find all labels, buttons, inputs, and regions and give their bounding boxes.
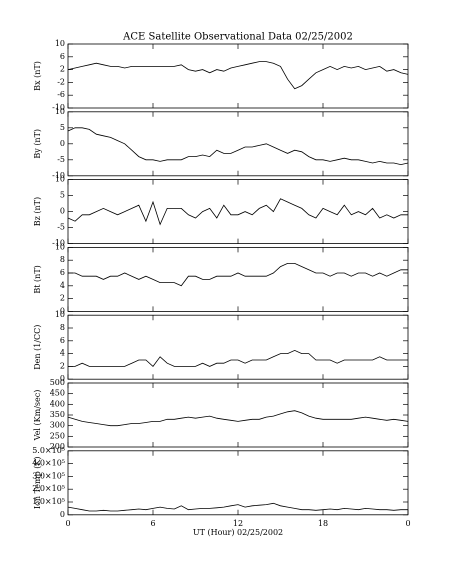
data-line <box>67 198 408 226</box>
panel-frame <box>67 314 409 380</box>
data-line <box>67 410 409 427</box>
y-tick-label: 10 <box>55 242 65 251</box>
y-tick-label: 6 <box>60 336 65 345</box>
y-tick-label: -2 <box>57 77 65 86</box>
y-tick-label: 2 <box>60 65 65 74</box>
y-tick-label: 10 <box>55 175 65 184</box>
y-tick-label: 5 <box>60 123 65 132</box>
y-tick-label: -10 <box>52 103 65 112</box>
data-line <box>67 127 409 166</box>
y-tick-label: 350 <box>50 410 65 419</box>
y-axis-label: Vel (Km/sec) <box>33 390 42 442</box>
y-tick-label: -5 <box>57 223 65 232</box>
y-tick-label: 2 <box>60 361 65 370</box>
y-tick-label: 5.0×10⁵ <box>32 446 65 455</box>
x-axis-label: UT (Hour) 02/25/2002 <box>193 528 283 537</box>
y-tick-label: 0 <box>60 139 65 148</box>
y-tick-label: 2 <box>60 294 65 303</box>
y-tick-label: 5 <box>60 191 65 200</box>
y-axis-label: Bt (nT) <box>33 265 42 293</box>
y-tick-label: -6 <box>57 90 65 99</box>
x-tick-label: 0 <box>405 519 410 528</box>
y-tick-label: 10 <box>55 310 65 319</box>
data-line <box>67 502 408 512</box>
y-tick-label: 2.0×10⁵ <box>32 484 65 493</box>
y-tick-label: 500 <box>50 378 65 387</box>
y-tick-label: 10 <box>55 107 65 116</box>
y-tick-label: 4 <box>60 281 65 290</box>
y-tick-label: 0 <box>60 510 65 519</box>
x-tick-label: 0 <box>65 519 70 528</box>
y-tick-label: 450 <box>50 389 65 398</box>
y-tick-label: 200 <box>50 442 65 451</box>
y-tick-label: 8 <box>60 255 65 264</box>
y-axis-label: Bx (nT) <box>33 61 42 91</box>
panel-frame <box>67 382 409 448</box>
y-tick-label: 6 <box>60 52 65 61</box>
y-tick-label: 250 <box>50 431 65 440</box>
panel-frame <box>67 111 409 177</box>
x-tick-label: 6 <box>150 519 155 528</box>
y-tick-label: -5 <box>57 155 65 164</box>
y-tick-label: 4.0×10⁵ <box>32 459 65 468</box>
y-tick-label: 8 <box>60 323 65 332</box>
y-tick-label: 1.0×10⁵ <box>32 497 65 506</box>
y-tick-label: 400 <box>50 399 65 408</box>
y-tick-label: 3.0×10⁵ <box>32 471 65 480</box>
data-line <box>68 263 408 287</box>
data-line <box>68 349 408 367</box>
y-axis-label: By (nT) <box>33 129 42 159</box>
y-tick-label: 300 <box>50 421 65 430</box>
panel-frame <box>67 43 409 109</box>
y-tick-label: -10 <box>52 239 65 248</box>
panel-frame <box>67 246 409 312</box>
y-tick-label: 4 <box>60 349 65 358</box>
y-axis-label: Den (1/CC) <box>33 325 42 370</box>
x-tick-label: 18 <box>318 519 328 528</box>
data-line <box>67 61 409 90</box>
y-axis-label: Ion Temp (K) <box>33 457 42 510</box>
panel-frame <box>67 179 409 245</box>
y-tick-label: 0 <box>60 306 65 315</box>
y-axis-label: Bz (nT) <box>33 197 42 226</box>
y-tick-label: 0 <box>60 207 65 216</box>
y-tick-label: 0 <box>60 374 65 383</box>
panel-frame <box>67 450 409 516</box>
y-tick-label: -10 <box>52 171 65 180</box>
chart-title: ACE Satellite Observational Data 02/25/2… <box>122 32 353 43</box>
y-tick-label: 6 <box>60 268 65 277</box>
x-tick-label: 12 <box>233 519 243 528</box>
y-tick-label: 10 <box>55 39 65 48</box>
